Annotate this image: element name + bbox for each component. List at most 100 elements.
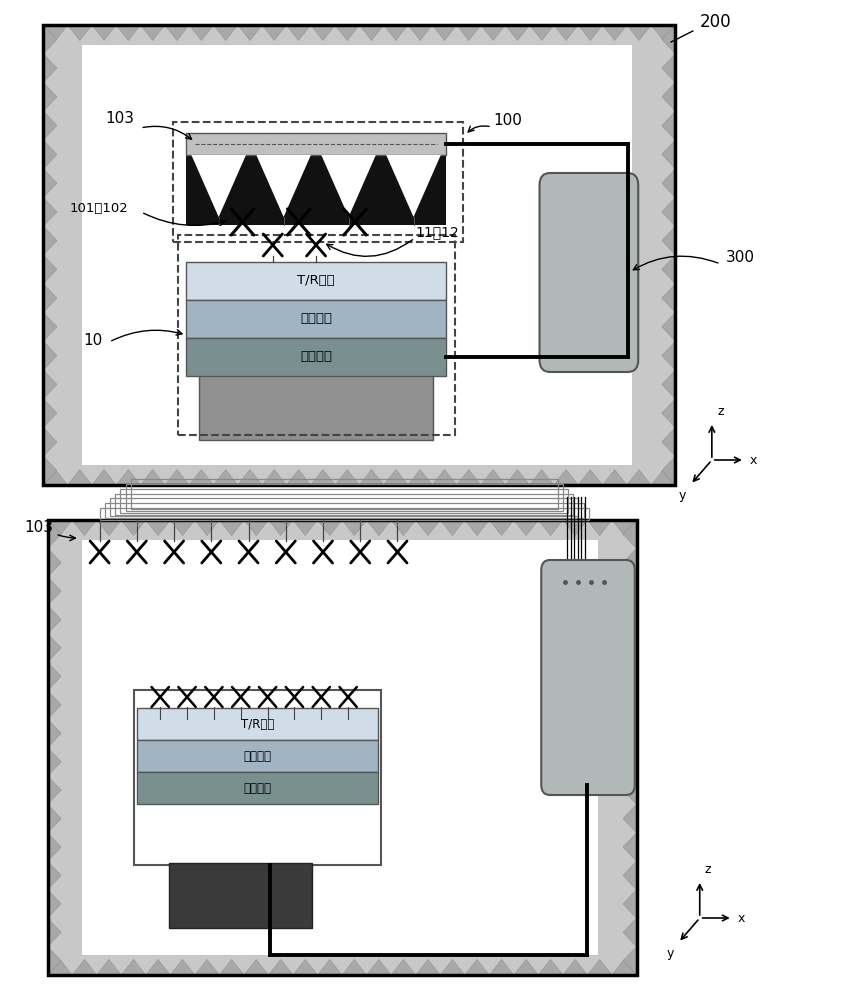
Polygon shape xyxy=(214,25,238,40)
Text: x: x xyxy=(738,912,746,924)
Polygon shape xyxy=(563,520,587,536)
Polygon shape xyxy=(651,25,675,40)
Polygon shape xyxy=(623,719,637,748)
Polygon shape xyxy=(623,947,637,975)
Polygon shape xyxy=(43,140,57,169)
Polygon shape xyxy=(662,82,675,111)
Polygon shape xyxy=(244,520,268,536)
Polygon shape xyxy=(191,155,246,217)
Polygon shape xyxy=(514,520,539,536)
Polygon shape xyxy=(456,470,481,485)
Polygon shape xyxy=(68,470,92,485)
Polygon shape xyxy=(287,470,311,485)
Polygon shape xyxy=(43,399,57,428)
Bar xyxy=(186,300,446,338)
Polygon shape xyxy=(662,111,675,140)
Polygon shape xyxy=(48,691,61,719)
Polygon shape xyxy=(623,662,637,691)
Polygon shape xyxy=(311,470,335,485)
Bar xyxy=(110,498,578,516)
Polygon shape xyxy=(662,255,675,284)
Bar xyxy=(137,772,378,804)
Polygon shape xyxy=(72,520,97,536)
Bar xyxy=(134,690,381,865)
Polygon shape xyxy=(48,577,61,605)
Polygon shape xyxy=(238,470,262,485)
Polygon shape xyxy=(662,25,675,54)
Polygon shape xyxy=(359,470,384,485)
Polygon shape xyxy=(262,470,287,485)
Polygon shape xyxy=(318,520,342,536)
Polygon shape xyxy=(48,833,61,861)
Polygon shape xyxy=(48,634,61,662)
Polygon shape xyxy=(623,890,637,918)
Polygon shape xyxy=(623,804,637,833)
Polygon shape xyxy=(408,25,432,40)
Polygon shape xyxy=(623,548,637,577)
Polygon shape xyxy=(219,959,244,975)
Polygon shape xyxy=(97,520,121,536)
Polygon shape xyxy=(48,959,72,975)
Polygon shape xyxy=(48,804,61,833)
Bar xyxy=(100,508,589,520)
Polygon shape xyxy=(530,25,554,40)
Polygon shape xyxy=(539,520,563,536)
Bar xyxy=(48,520,637,975)
Polygon shape xyxy=(612,520,637,536)
Bar xyxy=(186,133,446,155)
Polygon shape xyxy=(662,140,675,169)
Polygon shape xyxy=(48,719,61,748)
Text: 103: 103 xyxy=(24,520,53,535)
Polygon shape xyxy=(189,25,214,40)
Polygon shape xyxy=(43,341,57,370)
Text: y: y xyxy=(667,947,674,960)
Polygon shape xyxy=(662,284,675,312)
Text: T/R组件: T/R组件 xyxy=(241,718,274,730)
Polygon shape xyxy=(293,959,318,975)
Polygon shape xyxy=(48,890,61,918)
Polygon shape xyxy=(651,470,675,485)
Polygon shape xyxy=(623,918,637,947)
Polygon shape xyxy=(43,255,57,284)
Text: 10: 10 xyxy=(83,333,102,348)
Bar xyxy=(105,503,584,518)
Polygon shape xyxy=(366,959,391,975)
Polygon shape xyxy=(539,959,563,975)
Polygon shape xyxy=(171,959,195,975)
Polygon shape xyxy=(623,605,637,634)
Text: 101和102: 101和102 xyxy=(69,202,128,215)
Polygon shape xyxy=(489,520,514,536)
Polygon shape xyxy=(256,155,311,217)
Text: 数字处理: 数字处理 xyxy=(301,351,332,363)
Polygon shape xyxy=(554,470,578,485)
Polygon shape xyxy=(268,959,293,975)
Polygon shape xyxy=(465,959,489,975)
Polygon shape xyxy=(623,520,637,548)
Polygon shape xyxy=(623,577,637,605)
Polygon shape xyxy=(505,25,530,40)
Polygon shape xyxy=(662,427,675,456)
Polygon shape xyxy=(391,959,416,975)
Polygon shape xyxy=(456,25,481,40)
Polygon shape xyxy=(43,427,57,456)
Polygon shape xyxy=(366,520,391,536)
Polygon shape xyxy=(48,520,72,536)
Bar xyxy=(131,479,558,509)
Polygon shape xyxy=(92,470,116,485)
Polygon shape xyxy=(662,169,675,198)
Polygon shape xyxy=(43,312,57,341)
Bar xyxy=(126,484,563,511)
Polygon shape xyxy=(514,959,539,975)
Polygon shape xyxy=(121,520,145,536)
Bar xyxy=(137,740,378,772)
Polygon shape xyxy=(563,959,587,975)
Polygon shape xyxy=(43,82,57,111)
Bar xyxy=(186,262,446,300)
Polygon shape xyxy=(293,520,318,536)
Text: 数字处理: 数字处理 xyxy=(243,782,271,794)
Polygon shape xyxy=(140,470,165,485)
Polygon shape xyxy=(43,470,68,485)
Polygon shape xyxy=(48,776,61,804)
Bar xyxy=(43,25,675,485)
Polygon shape xyxy=(116,470,140,485)
